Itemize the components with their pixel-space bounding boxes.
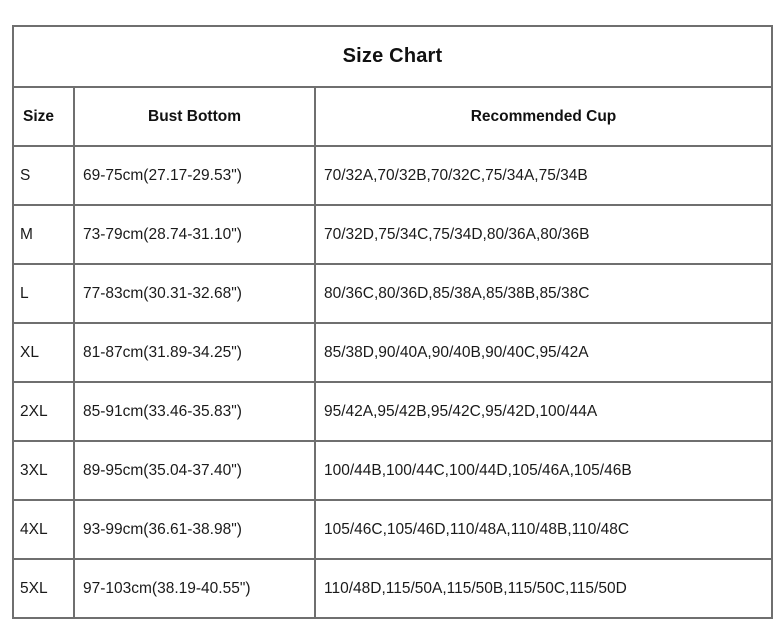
cell-bust-bottom: 93-99cm(36.61-38.98") [73,499,316,560]
cell-size: S [12,145,75,206]
cell-size: M [12,204,75,265]
page-title: Size Chart [12,25,773,88]
size-chart-table: Size Chart Size Bust Bottom Recommended … [12,25,773,619]
table-row: XL 81-87cm(31.89-34.25") 85/38D,90/40A,9… [12,322,773,383]
cell-bust-bottom: 73-79cm(28.74-31.10") [73,204,316,265]
cell-size: 5XL [12,558,75,619]
table-row: 2XL 85-91cm(33.46-35.83") 95/42A,95/42B,… [12,381,773,442]
column-header-row: Size Bust Bottom Recommended Cup [12,86,773,147]
table-row: 5XL 97-103cm(38.19-40.55") 110/48D,115/5… [12,558,773,619]
table-row: 3XL 89-95cm(35.04-37.40") 100/44B,100/44… [12,440,773,501]
table-row: S 69-75cm(27.17-29.53") 70/32A,70/32B,70… [12,145,773,206]
cell-size: 2XL [12,381,75,442]
cell-recommended-cup: 70/32A,70/32B,70/32C,75/34A,75/34B [314,145,773,206]
cell-size: 4XL [12,499,75,560]
column-header-bust-bottom: Bust Bottom [73,86,316,147]
table-row: 4XL 93-99cm(36.61-38.98") 105/46C,105/46… [12,499,773,560]
column-header-recommended-cup: Recommended Cup [314,86,773,147]
table-row: M 73-79cm(28.74-31.10") 70/32D,75/34C,75… [12,204,773,265]
cell-bust-bottom: 77-83cm(30.31-32.68") [73,263,316,324]
cell-bust-bottom: 81-87cm(31.89-34.25") [73,322,316,383]
cell-bust-bottom: 97-103cm(38.19-40.55") [73,558,316,619]
cell-recommended-cup: 80/36C,80/36D,85/38A,85/38B,85/38C [314,263,773,324]
cell-size: L [12,263,75,324]
table-row: L 77-83cm(30.31-32.68") 80/36C,80/36D,85… [12,263,773,324]
cell-bust-bottom: 85-91cm(33.46-35.83") [73,381,316,442]
title-row: Size Chart [12,25,773,88]
cell-recommended-cup: 70/32D,75/34C,75/34D,80/36A,80/36B [314,204,773,265]
cell-bust-bottom: 89-95cm(35.04-37.40") [73,440,316,501]
cell-size: XL [12,322,75,383]
cell-recommended-cup: 105/46C,105/46D,110/48A,110/48B,110/48C [314,499,773,560]
column-header-size: Size [12,86,75,147]
cell-recommended-cup: 100/44B,100/44C,100/44D,105/46A,105/46B [314,440,773,501]
cell-recommended-cup: 85/38D,90/40A,90/40B,90/40C,95/42A [314,322,773,383]
cell-recommended-cup: 110/48D,115/50A,115/50B,115/50C,115/50D [314,558,773,619]
cell-size: 3XL [12,440,75,501]
cell-bust-bottom: 69-75cm(27.17-29.53") [73,145,316,206]
cell-recommended-cup: 95/42A,95/42B,95/42C,95/42D,100/44A [314,381,773,442]
